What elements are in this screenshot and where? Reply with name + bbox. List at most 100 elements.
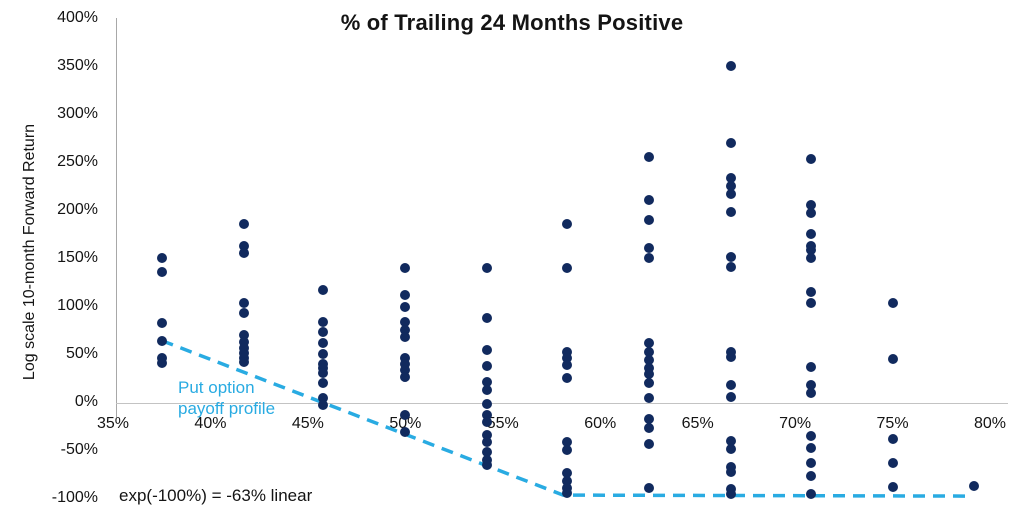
scatter-point (725, 379, 736, 390)
scatter-point (643, 354, 654, 365)
y-axis-line (116, 18, 117, 417)
x-tick-label: 65% (681, 415, 714, 432)
scatter-point (156, 318, 167, 329)
scatter-point (725, 436, 736, 447)
scatter-point (482, 460, 493, 471)
scatter-point (562, 262, 573, 273)
x-tick-label: 35% (96, 415, 130, 432)
scatter-point (400, 290, 411, 301)
scatter-point (482, 398, 493, 409)
y-tick-label: -100% (51, 489, 98, 506)
scatter-point (725, 261, 736, 272)
scatter-point (805, 229, 816, 239)
x-tick-label: 75% (876, 415, 909, 432)
scatter-point (318, 284, 329, 295)
scatter-point (156, 253, 167, 263)
scatter-point (805, 443, 816, 454)
payoff-line-label-line1: Put option (178, 378, 255, 397)
y-tick-label: -50% (60, 441, 98, 458)
scatter-point (400, 410, 411, 421)
scatter-point (805, 362, 816, 373)
scatter-point (400, 301, 411, 312)
scatter-point (562, 437, 573, 448)
scatter-point (805, 489, 816, 500)
scatter-point (400, 262, 411, 273)
scatter-point (400, 365, 411, 376)
chart-title: % of Trailing 24 Months Positive (340, 10, 684, 35)
scatter-point (643, 422, 654, 433)
scatter-point (238, 241, 249, 252)
scatter-point (643, 214, 654, 225)
scatter-point (318, 377, 329, 388)
scatter-point (482, 429, 493, 440)
scatter-point (482, 376, 493, 387)
y-tick-label: 150% (57, 249, 98, 266)
scatter-point (562, 373, 573, 383)
scatter-point (643, 253, 654, 263)
scatter-point (482, 262, 493, 273)
y-tick-label: 100% (57, 297, 98, 314)
scatter-point (400, 317, 411, 328)
scatter-point (238, 219, 249, 230)
scatter-point (805, 245, 816, 256)
scatter-point (562, 352, 573, 363)
scatter-point (156, 267, 167, 278)
scatter-point (318, 368, 329, 379)
scatter-point (156, 335, 167, 346)
scatter-point (725, 467, 736, 478)
scatter-point (400, 325, 411, 335)
y-tick-label: 200% (57, 201, 98, 218)
scatter-point (562, 475, 573, 486)
scatter-point (643, 439, 654, 450)
scatter-point (318, 338, 329, 349)
x-tick-label: 40% (194, 415, 227, 432)
scatter-point (643, 377, 654, 388)
scatter-point (643, 483, 654, 494)
scatter-point (805, 253, 816, 263)
scatter-point (238, 248, 249, 259)
scatter-point (238, 329, 249, 340)
scatter-point (725, 489, 736, 500)
scatter-point (482, 454, 493, 465)
y-tick-label: 50% (65, 345, 98, 362)
x-tick-label: 70% (779, 415, 812, 432)
scatter-point (725, 188, 736, 199)
scatter-point (643, 338, 654, 349)
scatter-point (887, 434, 898, 445)
x-tick-label: 55% (486, 415, 519, 432)
y-tick-label: 350% (57, 57, 98, 74)
scatter-point (805, 458, 816, 469)
scatter-point (805, 298, 816, 309)
scatter-point (643, 195, 654, 206)
scatter-point (562, 468, 573, 479)
scatter-point (643, 393, 654, 404)
zero-gridline (116, 403, 1008, 404)
scatter-point (887, 458, 898, 469)
x-tick-label: 45% (291, 415, 324, 432)
scatter-point (482, 312, 493, 323)
scatter-point (643, 243, 654, 254)
scatter-point (400, 352, 411, 363)
scatter-point (805, 200, 816, 211)
scatter-point (482, 446, 493, 457)
scatter-point (318, 393, 329, 404)
scatter-point (725, 173, 736, 184)
scatter-point (969, 481, 980, 492)
scatter-point (562, 359, 573, 370)
scatter-point (805, 286, 816, 297)
scatter-point (482, 410, 493, 421)
annotation-exp-note: exp(-100%) = -63% linear (119, 486, 313, 505)
scatter-point (725, 252, 736, 263)
scatter-point (318, 399, 329, 410)
payoff-line-label: Put option payoff profile (178, 377, 275, 419)
scatter-point (725, 444, 736, 455)
x-tick-label: 80% (973, 415, 1007, 432)
y-tick-label: 400% (57, 9, 98, 26)
scatter-point (805, 379, 816, 390)
scatter-point (482, 360, 493, 371)
y-tick-label: 0% (74, 393, 98, 410)
scatter-point (400, 372, 411, 383)
scatter-point (805, 470, 816, 481)
scatter-point (400, 426, 411, 437)
